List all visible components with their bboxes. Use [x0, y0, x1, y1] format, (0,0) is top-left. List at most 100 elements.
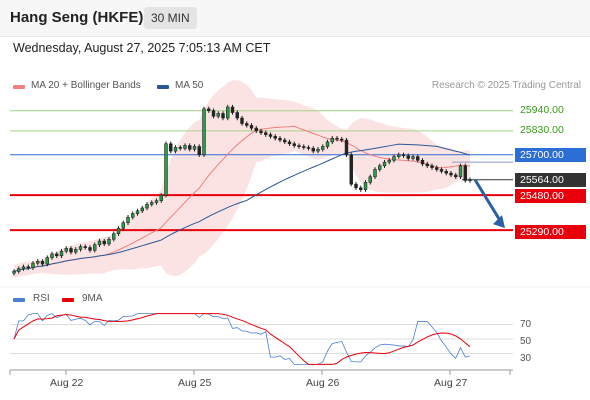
candle	[173, 145, 178, 154]
chart-header: Hang Seng (HKFE) 30 MIN	[0, 0, 590, 37]
candle	[268, 132, 273, 139]
timeframe-button[interactable]: 30 MIN	[144, 7, 197, 29]
bollinger-band-fill	[14, 80, 470, 278]
ma50-legend-label: MA 50	[175, 80, 204, 91]
x-label-aug25: Aug 25	[178, 377, 212, 389]
target-arrow-head	[493, 215, 505, 229]
candle	[202, 106, 206, 157]
candle	[150, 200, 154, 207]
candle	[254, 125, 258, 134]
candle	[97, 238, 102, 247]
candle	[188, 143, 192, 152]
rsi-level-50: 50	[520, 336, 532, 347]
candle	[401, 152, 406, 158]
candle	[344, 137, 349, 157]
candle	[121, 220, 125, 231]
candle	[249, 123, 254, 131]
candle	[302, 144, 306, 150]
candle	[226, 104, 230, 121]
candle	[430, 163, 434, 170]
candle	[55, 251, 59, 258]
chart-datetime: Wednesday, August 27, 2025 7:05:13 AM CE…	[13, 41, 271, 55]
candle	[340, 136, 344, 143]
candle	[40, 259, 45, 267]
candle	[259, 128, 263, 135]
ma50-legend-swatch	[157, 85, 169, 89]
candle	[468, 177, 472, 183]
candle	[178, 145, 182, 151]
candle	[164, 141, 168, 198]
candle	[50, 251, 54, 260]
level-label-0: 25940.00	[520, 104, 564, 116]
rsi-legend-label: RSI	[33, 293, 50, 304]
candle	[382, 159, 387, 168]
candle	[93, 242, 97, 253]
instrument-title: Hang Seng (HKFE)	[10, 9, 144, 26]
candle	[216, 111, 220, 119]
candle	[131, 211, 135, 220]
candle	[458, 163, 463, 180]
x-axis	[0, 286, 590, 375]
candle	[292, 141, 296, 148]
candle	[335, 136, 339, 142]
rsi-ma-legend-swatch	[62, 298, 74, 302]
candle	[207, 106, 211, 113]
candle	[316, 147, 320, 154]
candle	[169, 141, 173, 154]
candle	[354, 181, 358, 191]
x-label-aug27: Aug 27	[434, 377, 468, 389]
candle	[145, 202, 149, 211]
rsi-ma-legend-label: 9MA	[82, 293, 103, 304]
candle	[278, 136, 282, 143]
bollinger-legend-swatch	[13, 85, 25, 89]
candle	[126, 215, 130, 225]
candle	[26, 264, 30, 270]
candle	[397, 152, 401, 159]
candle	[140, 205, 144, 213]
candle	[406, 153, 410, 161]
candlesticks	[12, 104, 472, 276]
candle	[273, 134, 277, 141]
candle	[306, 145, 311, 151]
level-label-4: 25480.00	[515, 189, 586, 203]
candle	[88, 245, 92, 253]
candle	[283, 137, 287, 145]
candle	[297, 143, 301, 149]
candle	[439, 167, 444, 174]
candle	[12, 269, 16, 276]
candle	[449, 170, 453, 178]
candle	[45, 255, 49, 267]
rsi-level-30: 30	[520, 353, 532, 364]
candle	[325, 139, 330, 149]
candle	[378, 163, 382, 172]
candle	[454, 172, 458, 180]
candle	[183, 143, 187, 151]
candle	[311, 146, 315, 154]
candle	[392, 154, 396, 163]
level-label-1: 25830.00	[520, 124, 564, 136]
level-label-5: 25290.00	[515, 225, 586, 239]
rsi-line	[13, 313, 471, 365]
x-label-aug22: Aug 22	[50, 377, 84, 389]
target-arrow-shaft	[473, 178, 503, 223]
rsi-ma-line	[13, 313, 471, 365]
candle	[107, 237, 111, 247]
candle	[197, 144, 201, 157]
candle	[31, 260, 35, 270]
candle	[425, 161, 429, 168]
candle	[135, 208, 140, 216]
candle	[359, 185, 363, 192]
candle	[64, 246, 68, 254]
candle	[211, 108, 216, 119]
candle	[240, 115, 244, 126]
candle	[221, 111, 225, 121]
credit-text: Research © 2025 Trading Central	[431, 80, 581, 91]
ma50-line	[13, 143, 471, 272]
candle	[154, 198, 159, 205]
level-label-2: 25700.00	[515, 148, 586, 162]
candle	[116, 226, 121, 236]
candle	[245, 121, 249, 128]
rsi-level-70: 70	[520, 319, 532, 330]
candle	[74, 247, 78, 255]
candle	[411, 154, 415, 161]
